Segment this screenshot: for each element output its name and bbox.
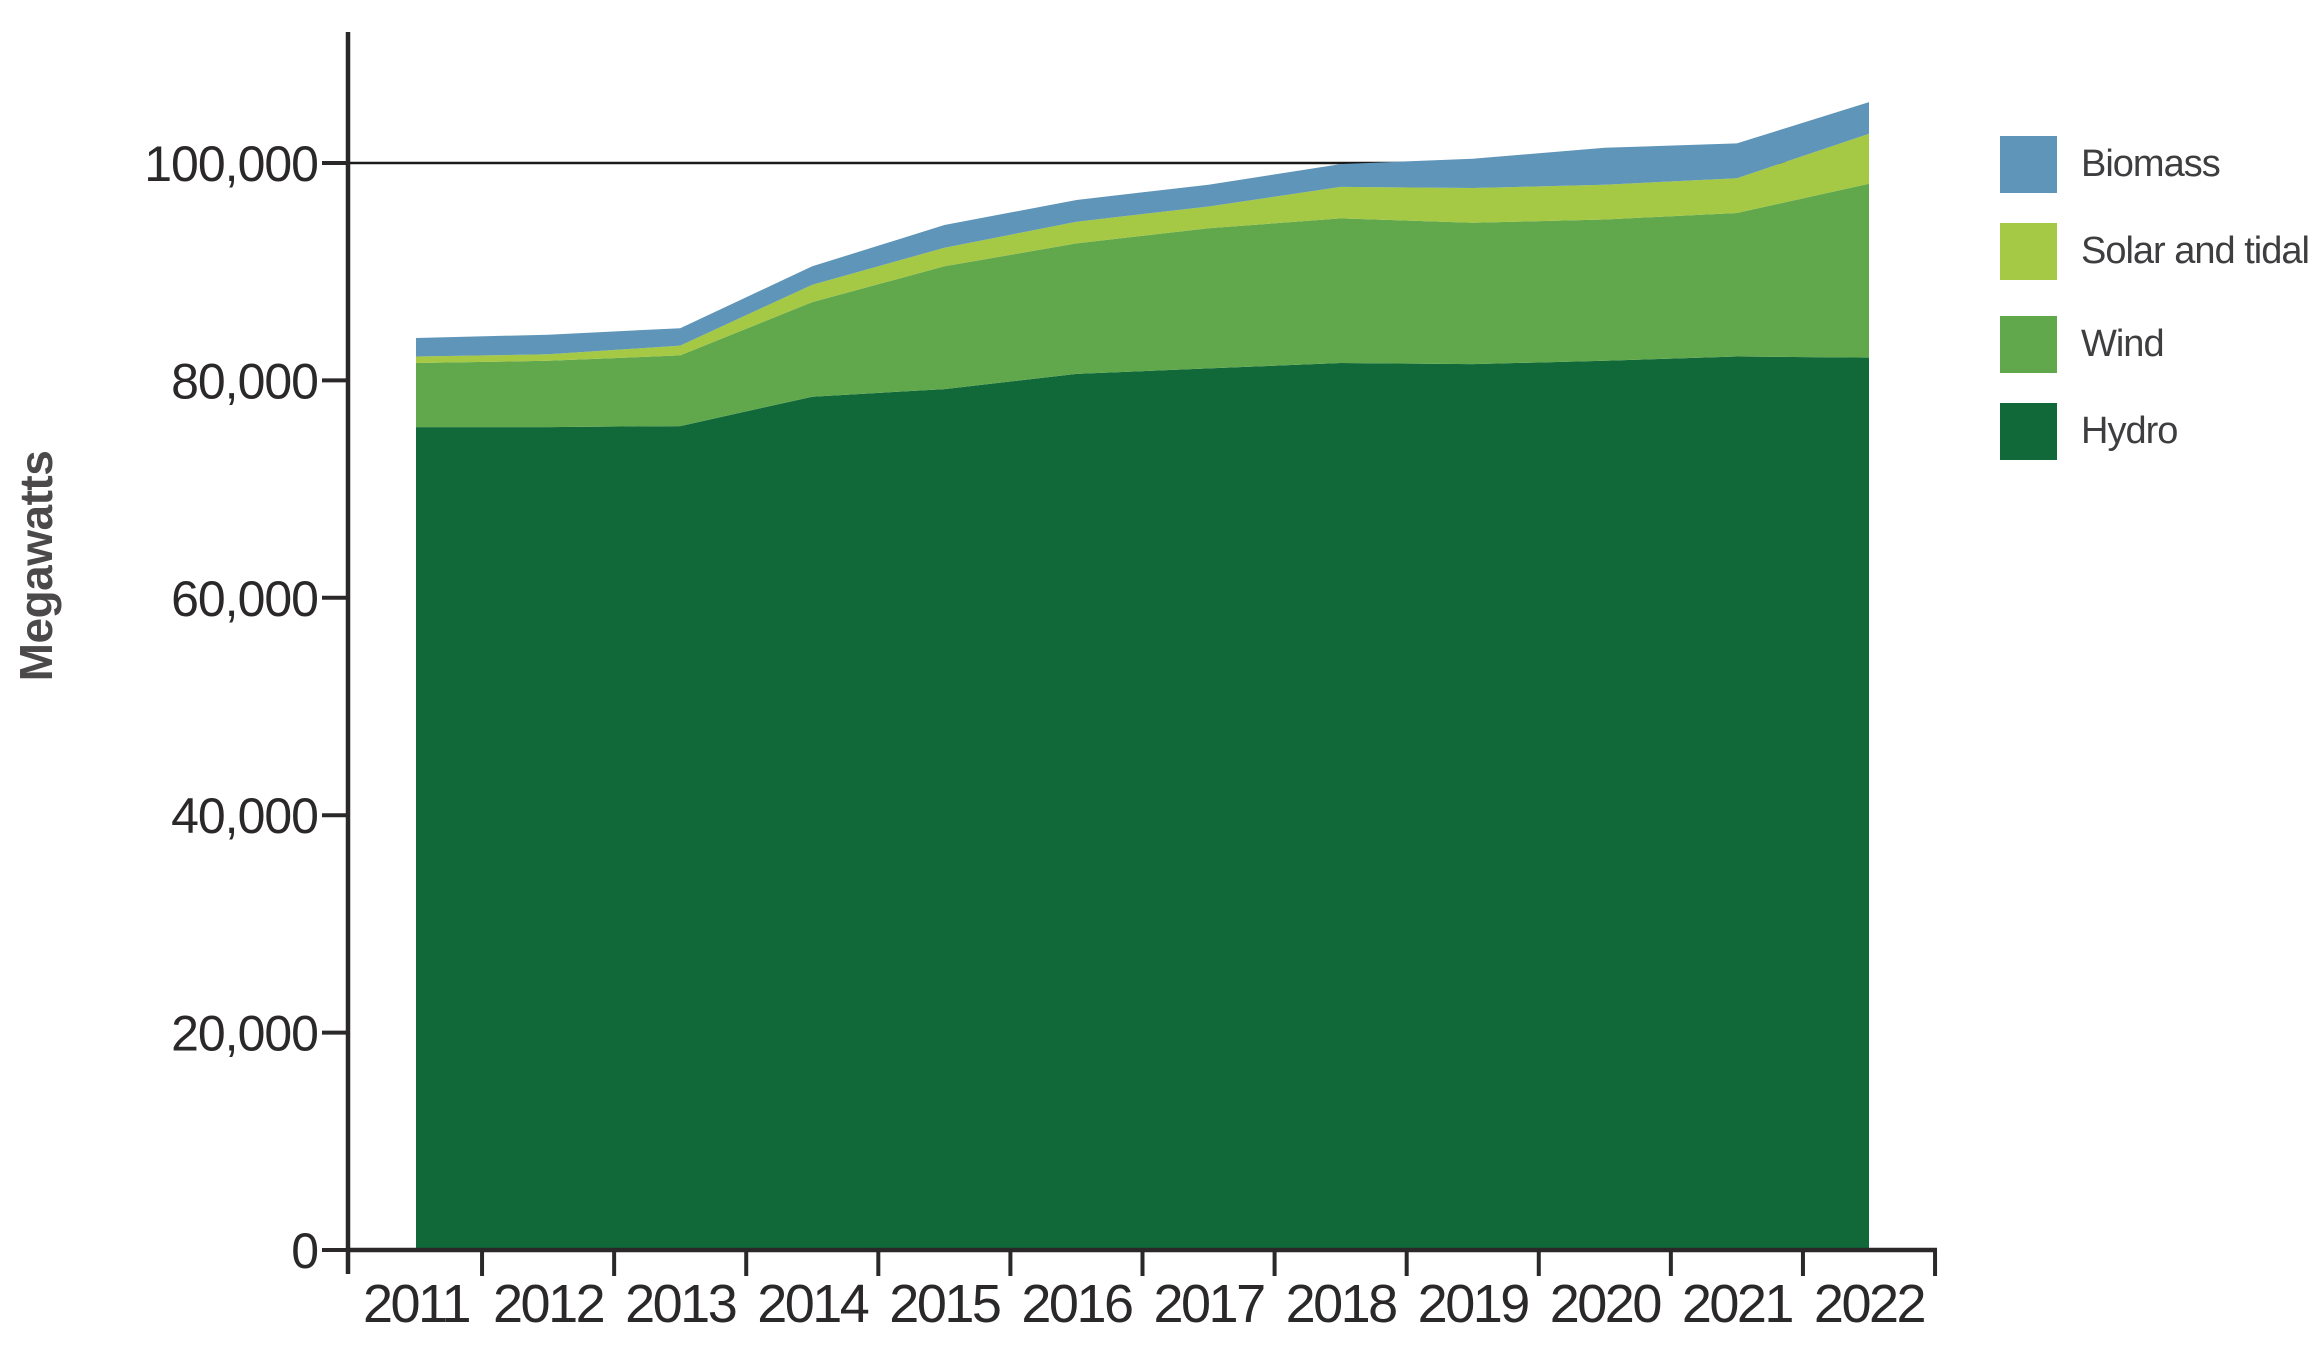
tick-group (322, 161, 1938, 1276)
x-tick-label: 2022 (1814, 1274, 1925, 1334)
x-tick-label: 2015 (889, 1274, 1000, 1334)
y-axis-title: Megawatts (10, 451, 62, 682)
x-tick-label: 2013 (625, 1274, 736, 1334)
x-tick-label: 2017 (1153, 1274, 1264, 1334)
x-tick-label: 2014 (757, 1274, 869, 1334)
area-hydro (416, 356, 1869, 1250)
y-tick-label: 20,000 (171, 1006, 318, 1062)
y-tick-label: 100,000 (144, 136, 318, 192)
area-wind (416, 183, 1869, 428)
y-tick-label: 80,000 (171, 353, 318, 409)
y-tick-label: 60,000 (171, 571, 318, 627)
area-biomass (416, 102, 1869, 357)
x-tick-label: 2021 (1682, 1274, 1793, 1334)
x-tick-label: 2016 (1021, 1274, 1132, 1334)
tick-label-group: 0 20,000 40,000 60,000 80,000 100,000 2011 2012… (144, 136, 1927, 1334)
x-tick-label: 2011 (363, 1274, 470, 1334)
x-tick-label: 2019 (1418, 1274, 1529, 1334)
area-solar-and-tidal (416, 133, 1869, 363)
area-group (416, 102, 1869, 1250)
y-tick-label: 0 (291, 1223, 318, 1279)
x-tick-label: 2020 (1550, 1274, 1661, 1334)
x-tick-label: 2012 (493, 1274, 604, 1334)
x-tick-label: 2018 (1286, 1274, 1397, 1334)
y-tick-label: 40,000 (171, 788, 318, 844)
